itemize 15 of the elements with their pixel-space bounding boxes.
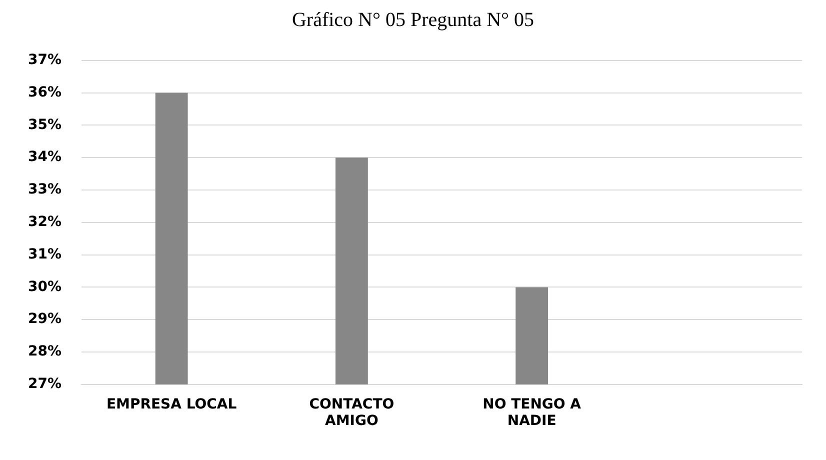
y-tick-label: 27% [28, 376, 62, 392]
x-tick-label: CONTACTO AMIGO [309, 396, 394, 430]
y-tick-label: 35% [28, 116, 62, 133]
y-tick-label: 36% [28, 84, 62, 100]
chart-title: Gráfico N° 05 Pregunta N° 05 [290, 8, 536, 32]
x-tick-label: EMPRESA LOCAL [106, 396, 237, 412]
y-tick-label: 31% [28, 246, 62, 262]
y-tick-label: 30% [28, 278, 62, 295]
y-tick-label: 33% [28, 182, 62, 198]
y-tick-label: 29% [28, 311, 62, 328]
x-tick-label: NO TENGO A NADIE [482, 396, 582, 430]
y-tick-label: 37% [28, 52, 62, 68]
y-tick-label: 32% [28, 214, 62, 230]
y-tick-label: 28% [28, 344, 62, 360]
y-tick-label: 34% [28, 149, 62, 166]
